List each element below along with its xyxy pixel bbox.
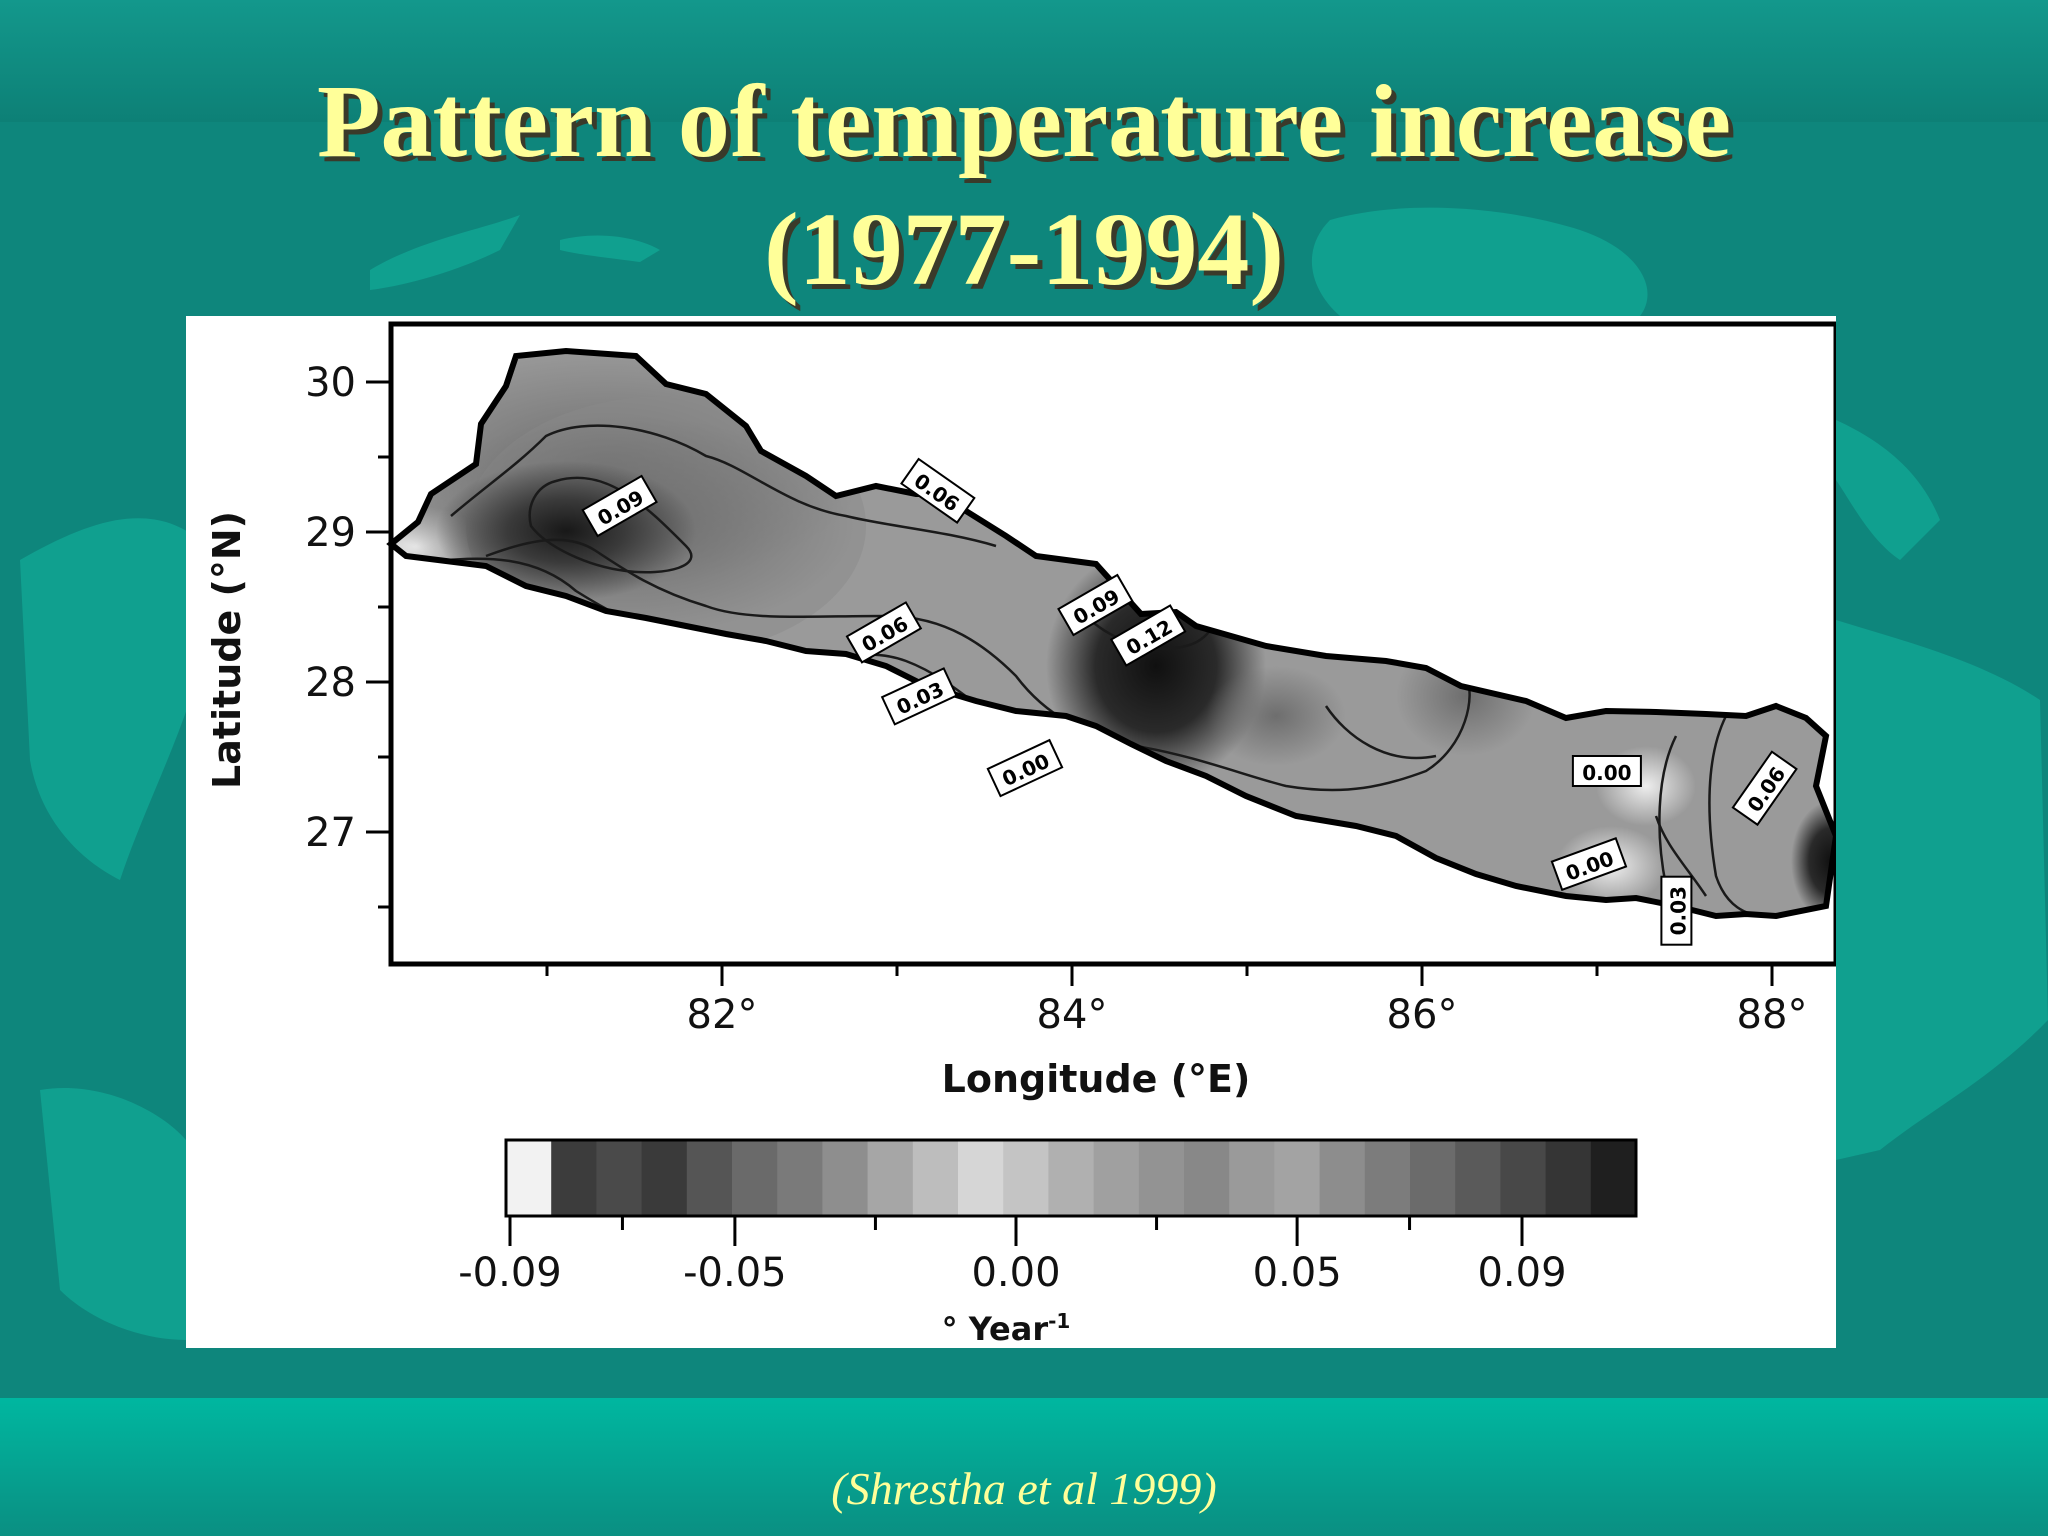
x-tick-label: 84°	[1037, 992, 1108, 1038]
y-tick-label: 30	[305, 360, 356, 406]
slide-title: Pattern of temperature increase (1977-19…	[0, 58, 2048, 314]
colorbar-swatch	[1590, 1140, 1637, 1216]
axis-ticks	[366, 380, 1774, 986]
colorbar-swatch	[641, 1140, 688, 1216]
colorbar-swatch	[596, 1140, 643, 1216]
colorbar-swatch	[1410, 1140, 1456, 1216]
temperature-trend-map: 30 29 28 27 82° 84° 86° 88° Longitude (°…	[205, 321, 1836, 1348]
colorbar-swatches	[506, 1140, 1637, 1216]
contour-label: 0.06	[1731, 750, 1798, 827]
colorbar-swatch	[1093, 1140, 1140, 1216]
colorbar-swatch	[1500, 1140, 1547, 1216]
colorbar-tick-label: 0.05	[1253, 1250, 1342, 1296]
contour-label-text: 0.00	[1582, 761, 1631, 785]
world-map-watermark	[20, 207, 2048, 1340]
x-tick-label: 86°	[1387, 992, 1458, 1038]
y-axis-label: Latitude (°N)	[205, 511, 249, 789]
colorbar-swatch	[1455, 1140, 1501, 1216]
contour-label: 0.12	[1109, 604, 1187, 667]
colorbar-tick-label: -0.09	[458, 1250, 562, 1296]
colorbar-swatch	[732, 1140, 778, 1216]
y-tick-label: 29	[305, 510, 356, 556]
colorbar-swatch	[1274, 1140, 1321, 1216]
colorbar-swatch	[958, 1140, 1004, 1216]
colorbar-swatch	[686, 1140, 733, 1216]
contour-label-text: 0.03	[1666, 886, 1690, 935]
colorbar-swatch	[1229, 1140, 1275, 1216]
colorbar-swatch	[1545, 1140, 1592, 1216]
citation: (Shrestha et al 1999)	[831, 1463, 1217, 1514]
title-line-2: (1977-1994)	[764, 192, 1284, 307]
colorbar-tick-label: -0.05	[683, 1250, 787, 1296]
x-tick-label: 82°	[687, 992, 758, 1038]
colorbar-swatch	[1003, 1140, 1049, 1216]
colorbar-swatch	[912, 1140, 959, 1216]
contour-label: 0.00	[1571, 755, 1642, 787]
x-axis-label: Longitude (°E)	[942, 1057, 1251, 1101]
colorbar-swatch	[1364, 1140, 1411, 1216]
colorbar-unit-label: ° Year-1	[942, 1309, 1071, 1348]
colorbar: -0.09 -0.05 0.00 0.05 0.09 ° Year-1	[458, 1138, 1638, 1348]
colorbar-swatch	[777, 1140, 823, 1216]
x-tick-label: 88°	[1737, 992, 1808, 1038]
colorbar-swatch	[822, 1140, 869, 1216]
colorbar-swatch	[1048, 1140, 1095, 1216]
colorbar-swatch	[506, 1140, 552, 1216]
title-line-1: Pattern of temperature increase	[316, 64, 1732, 179]
figure-panel: 30 29 28 27 82° 84° 86° 88° Longitude (°…	[186, 316, 1836, 1348]
colorbar-swatch	[551, 1140, 597, 1216]
y-tick-label: 28	[305, 660, 356, 706]
colorbar-tick-label: 0.00	[971, 1250, 1060, 1296]
colorbar-swatch	[867, 1140, 914, 1216]
y-tick-label: 27	[305, 810, 356, 856]
colorbar-tick-label: 0.09	[1477, 1250, 1566, 1296]
colorbar-swatch	[1184, 1140, 1230, 1216]
contour-label: 0.03	[1660, 875, 1693, 946]
colorbar-ticks: -0.09 -0.05 0.00 0.05 0.09	[458, 1216, 1567, 1296]
colorbar-swatch	[1319, 1140, 1366, 1216]
colorbar-swatch	[1138, 1140, 1185, 1216]
colorbar-frame	[504, 1138, 1638, 1218]
